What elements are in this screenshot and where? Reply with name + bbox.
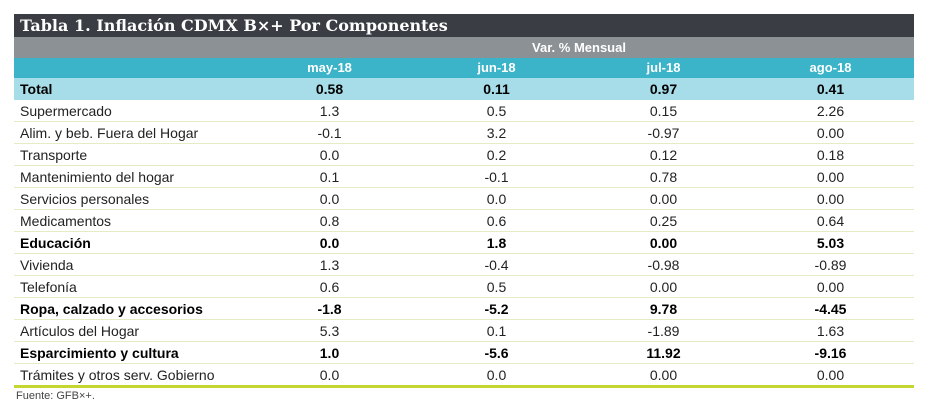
row-value: 0.0 — [486, 191, 507, 207]
row-value: 0.00 — [816, 125, 845, 141]
row-value: -0.1 — [484, 169, 509, 185]
column-header: may-18 — [307, 60, 352, 75]
row-value: 5.03 — [816, 235, 845, 251]
table-subheader: Var. % Mensual — [14, 37, 914, 58]
row-value: 0.0 — [319, 235, 340, 251]
row-value: 0.5 — [486, 279, 507, 295]
table-row: Esparcimiento y cultura 1.0 -5.6 11.92 -9.16 — [14, 342, 914, 364]
row-value: 0.15 — [649, 103, 678, 119]
column-header: jul-18 — [646, 60, 681, 75]
row-value: 0.1 — [486, 323, 507, 339]
row-value: 0.18 — [816, 147, 845, 163]
column-header: ago-18 — [809, 60, 852, 75]
table-bottom-rule — [14, 385, 914, 388]
row-value: -1.8 — [317, 301, 342, 317]
row-label: Esparcimiento y cultura — [20, 345, 179, 361]
row-value: 0.0 — [319, 367, 340, 383]
row-value: 0.8 — [319, 213, 340, 229]
row-value: 1.0 — [319, 345, 340, 361]
row-value: 0.00 — [816, 279, 845, 295]
row-value: 1.63 — [816, 323, 845, 339]
row-value: 0.00 — [649, 191, 678, 207]
table-row: Transporte 0.0 0.2 0.12 0.18 — [14, 144, 914, 166]
row-label: Alim. y beb. Fuera del Hogar — [20, 125, 199, 141]
row-value: -1.89 — [647, 323, 680, 339]
row-value: 0.58 — [315, 81, 344, 97]
row-label: Supermercado — [20, 103, 112, 119]
row-label: Total — [20, 81, 53, 97]
row-value: 2.26 — [816, 103, 845, 119]
row-value: 0.5 — [486, 103, 507, 119]
row-value: 9.78 — [649, 301, 678, 317]
row-value: 0.00 — [816, 169, 845, 185]
row-value: 0.78 — [649, 169, 678, 185]
row-label: Educación — [20, 235, 91, 251]
row-label: Mantenimiento del hogar — [20, 169, 175, 185]
row-value: -0.1 — [317, 125, 342, 141]
table-title: Tabla 1. Inflación CDMX B×+ Por Componen… — [14, 14, 914, 37]
table-row: Supermercado 1.3 0.5 0.15 2.26 — [14, 100, 914, 122]
row-label: Ropa, calzado y accesorios — [20, 301, 203, 317]
row-label: Servicios personales — [20, 191, 150, 207]
table-row: Telefonía 0.6 0.5 0.00 0.00 — [14, 276, 914, 298]
row-value: 0.00 — [649, 279, 678, 295]
total-row: Total 0.58 0.11 0.97 0.41 — [14, 78, 914, 100]
row-value: 1.3 — [319, 103, 340, 119]
column-header-row: may-18 jun-18 jul-18 ago-18 — [14, 58, 914, 78]
table-row: Trámites y otros serv. Gobierno 0.0 0.0 0.0… — [14, 364, 914, 386]
row-label: Telefonía — [20, 279, 77, 295]
row-label: Medicamentos — [20, 213, 112, 229]
row-value: 0.97 — [649, 81, 678, 97]
row-label: Trámites y otros serv. Gobierno — [20, 367, 215, 383]
row-label: Transporte — [20, 147, 88, 163]
table-row: Artículos del Hogar 5.3 0.1 -1.89 1.63 — [14, 320, 914, 342]
row-value: 0.6 — [486, 213, 507, 229]
row-label: Artículos del Hogar — [20, 323, 140, 339]
row-value: -5.6 — [484, 345, 509, 361]
row-value: -5.2 — [484, 301, 509, 317]
table-row: Vivienda 1.3 -0.4 -0.98 -0.89 — [14, 254, 914, 276]
row-value: 0.00 — [649, 367, 678, 383]
table-row: Mantenimiento del hogar 0.1 -0.1 0.78 0.00 — [14, 166, 914, 188]
row-value: 0.00 — [816, 367, 845, 383]
row-value: 0.1 — [319, 169, 340, 185]
row-value: -0.89 — [814, 257, 847, 273]
row-value: 11.92 — [646, 345, 681, 361]
row-value: 0.64 — [816, 213, 845, 229]
column-header: jun-18 — [477, 60, 516, 75]
table-row: Educación 0.0 1.8 0.00 5.03 — [14, 232, 914, 254]
row-value: 0.2 — [486, 147, 507, 163]
table-row: Ropa, calzado y accesorios -1.8 -5.2 9.78 -4… — [14, 298, 914, 320]
table-body: Total 0.58 0.11 0.97 0.41 Supermercado 1.3 0.5 0… — [14, 78, 914, 386]
source-note: Fuente: GFB×+. — [16, 390, 95, 402]
row-value: -0.97 — [647, 125, 680, 141]
table-row: Alim. y beb. Fuera del Hogar -0.1 3.2 -0.97… — [14, 122, 914, 144]
table-row: Servicios personales 0.0 0.0 0.00 0.00 — [14, 188, 914, 210]
inflation-table: Tabla 1. Inflación CDMX B×+ Por Componen… — [14, 14, 914, 404]
row-label: Vivienda — [20, 257, 74, 273]
row-value: 0.0 — [319, 191, 340, 207]
row-value: 0.00 — [816, 191, 845, 207]
table-row: Medicamentos 0.8 0.6 0.25 0.64 — [14, 210, 914, 232]
row-value: 3.2 — [486, 125, 507, 141]
row-value: 0.00 — [649, 235, 678, 251]
row-value: 1.8 — [486, 235, 507, 251]
row-value: 0.25 — [649, 213, 678, 229]
row-value: 0.0 — [486, 367, 507, 383]
row-value: 1.3 — [319, 257, 340, 273]
row-value: 0.41 — [816, 81, 845, 97]
row-value: -4.45 — [814, 301, 847, 317]
column-header-blank — [14, 58, 246, 78]
row-value: 0.12 — [649, 147, 678, 163]
row-value: -9.16 — [814, 345, 847, 361]
row-value: 5.3 — [319, 323, 340, 339]
row-value: -0.98 — [647, 257, 680, 273]
row-value: 0.11 — [483, 81, 510, 97]
row-value: 0.0 — [319, 147, 340, 163]
row-value: 0.6 — [319, 279, 340, 295]
row-value: -0.4 — [484, 257, 509, 273]
